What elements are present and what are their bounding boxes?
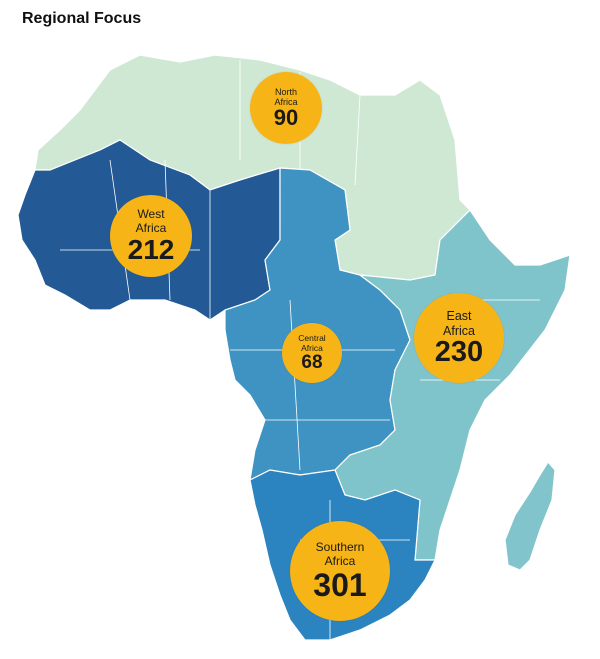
bubble-label-line1: Southern [315, 540, 365, 555]
bubble-label-line2: Africa [135, 221, 167, 235]
region-east-africa[interactable] [334, 209, 571, 561]
bubble-value: 212 [127, 233, 175, 265]
bubble-north-africa: North Africa 90 [250, 72, 322, 144]
bubble-label-line1: East [446, 309, 472, 324]
bubble-west-africa: West Africa 212 [110, 195, 192, 277]
bubble-label-line1: North [274, 86, 297, 97]
map-title: Regional Focus [22, 10, 142, 27]
bubble-label-line2: Africa [443, 323, 475, 338]
bubble-central-africa: Central Africa 68 [282, 323, 342, 383]
bubble-label-line2: Africa [301, 342, 323, 353]
bubble-value: 68 [301, 352, 323, 374]
bubble-label-line1: West [137, 207, 165, 222]
bubble-label-line1: Central [298, 332, 326, 343]
bubble-value: 90 [273, 105, 299, 131]
bubble-east-africa: East Africa 230 [414, 293, 504, 383]
region-madagascar[interactable] [504, 460, 556, 571]
bubble-southern-africa: Southern Africa 301 [290, 521, 390, 621]
bubble-label-line2: Africa [274, 97, 298, 107]
bubble-value: 301 [313, 566, 367, 603]
bubble-label-line2: Africa [324, 554, 356, 568]
bubble-value: 230 [434, 335, 484, 368]
